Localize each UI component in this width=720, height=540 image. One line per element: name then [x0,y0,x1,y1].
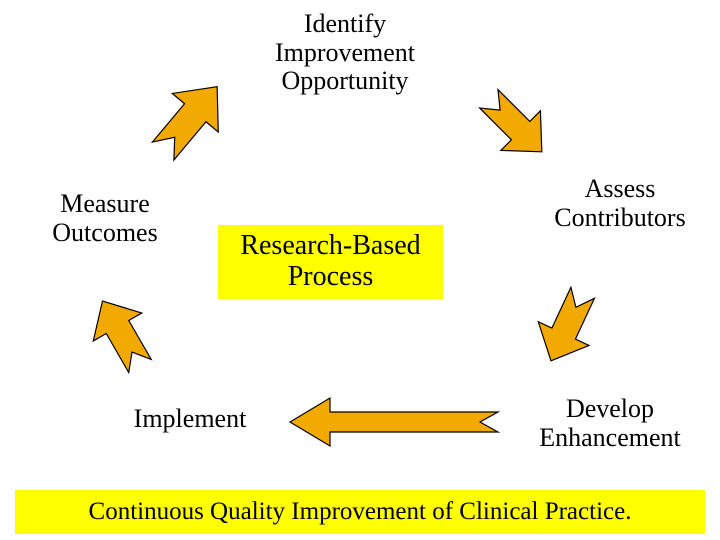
label-measure: Measure Outcomes [35,190,175,247]
label-assess: Assess Contributors [535,175,705,232]
arrow-develop-to-implement [280,392,510,452]
label-implement: Implement [120,405,260,434]
arrow-identify-to-assess [450,60,570,180]
arrow-assess-to-develop [510,260,630,380]
label-identify: Identify Improvement Opportunity [255,10,435,96]
footer-title-box: Continuous Quality Improvement of Clinic… [15,490,705,534]
center-process-box: Research-Based Process [218,225,443,299]
arrow-implement-to-measure [65,280,185,400]
label-develop: Develop Enhancement [520,395,700,452]
arrow-measure-to-identify [120,60,250,190]
